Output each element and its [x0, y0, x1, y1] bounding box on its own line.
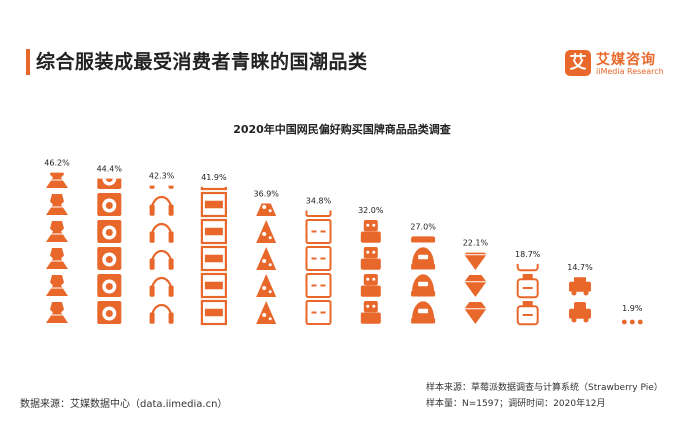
logo-name-en: iiMedia Research [596, 67, 664, 76]
data-label: 42.3% [149, 172, 175, 181]
washing-machine-icon [97, 178, 122, 324]
calculator-icon [305, 210, 332, 325]
bar-snack: 36.9% [253, 189, 279, 324]
snack-icon [256, 203, 277, 324]
shelf-icon [200, 186, 227, 326]
data-label: 14.7% [567, 263, 593, 272]
dots-icon [621, 319, 643, 325]
bar-helmet: 27.0% [410, 222, 436, 324]
bar-dots: 1.9% [621, 304, 643, 325]
headphones-icon [149, 185, 174, 324]
chart-title: 2020年中国网民偏好购买国牌商品品类调查 [233, 123, 451, 136]
diamond-icon [464, 252, 487, 324]
data-label: 34.8% [306, 196, 332, 205]
data-label: 1.9% [622, 304, 643, 313]
bar-robot-toy: 32.0% [358, 206, 384, 324]
brand-logo: 艾 艾媒咨询 iiMedia Research [565, 50, 677, 80]
logo-name-cn: 艾媒咨询 [596, 52, 656, 68]
robot-toy-icon [360, 220, 381, 324]
data-label: 36.9% [253, 189, 279, 198]
bar-dress: 46.2% [44, 159, 70, 323]
bar-diamond: 22.1% [463, 239, 489, 324]
bar-calculator: 34.8% [305, 196, 332, 325]
data-label: 44.4% [97, 165, 123, 174]
sample-size-note: 样本量：N=1597；调研时间：2020年12月 [426, 399, 606, 409]
page-title: 综合服装成最受消费者青睐的国潮品类 [36, 51, 368, 73]
logo-mark: 艾 [565, 50, 591, 76]
bottle-icon [516, 263, 539, 326]
car-icon [569, 277, 591, 323]
bar-bottle: 18.7% [515, 250, 541, 326]
data-label: 22.1% [463, 239, 489, 248]
bar-washing-machine: 44.4% [97, 165, 123, 324]
data-label: 18.7% [515, 250, 541, 259]
helmet-icon [411, 236, 436, 324]
bar-headphones: 42.3% [149, 172, 175, 324]
data-source-note: 数据来源：艾媒数据中心（data.iimedia.cn） [20, 399, 228, 410]
dress-icon [46, 172, 68, 323]
bar-car: 14.7% [567, 263, 593, 323]
bar-shelf: 41.9% [200, 173, 227, 326]
data-label: 46.2% [44, 159, 70, 168]
data-label: 27.0% [410, 222, 436, 231]
data-label: 32.0% [358, 206, 384, 215]
sample-source-note: 样本来源：草莓派数据调查与计算系统（Strawberry Pie） [426, 383, 663, 393]
data-label: 41.9% [201, 173, 227, 182]
title-accent-bar [26, 49, 30, 75]
